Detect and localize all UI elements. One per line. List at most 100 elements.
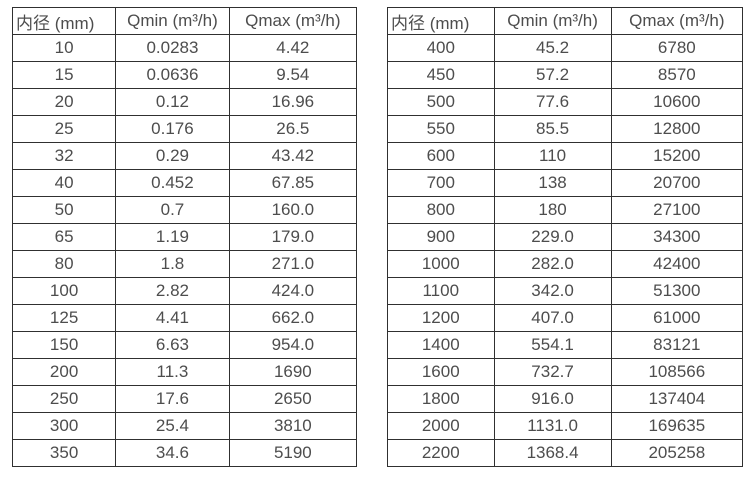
diameter-cell: 600	[387, 142, 495, 170]
diameter-cell: 125	[11, 304, 117, 332]
diameter-cell: 80	[11, 250, 117, 278]
table-row: 1100 342.0 51300	[387, 277, 744, 305]
table-row: 50 0.7 160.0	[11, 196, 358, 224]
qmin-cell: 0.452	[115, 169, 230, 197]
table-row: 300 25.4 3810	[11, 412, 358, 440]
table-row: 25 0.176 26.5	[11, 115, 358, 143]
qmax-cell: 20700	[610, 169, 744, 197]
flow-rate-table-small-diameters: 内径 (mm) Qmin (m³/h) Qmax (m³/h) 10 0.0283…	[11, 7, 358, 467]
table-row: 700 138 20700	[387, 169, 744, 197]
column-header-qmin: Qmin (m³/h)	[115, 7, 230, 35]
qmax-cell: 4.42	[228, 34, 358, 62]
qmin-cell: 2.82	[115, 277, 230, 305]
table-row: 350 34.6 5190	[11, 439, 358, 467]
diameter-cell: 50	[11, 196, 117, 224]
diameter-cell: 200	[11, 358, 117, 386]
qmin-cell: 25.4	[115, 412, 230, 440]
qmax-cell: 137404	[610, 385, 744, 413]
qmin-cell: 0.176	[115, 115, 230, 143]
qmax-cell: 2650	[228, 385, 358, 413]
diameter-cell: 1400	[387, 331, 495, 359]
qmin-cell: 0.0283	[115, 34, 230, 62]
qmax-cell: 9.54	[228, 61, 358, 89]
qmax-cell: 205258	[610, 439, 744, 467]
qmax-cell: 10600	[610, 88, 744, 116]
qmax-cell: 83121	[610, 331, 744, 359]
qmax-cell: 8570	[610, 61, 744, 89]
diameter-cell: 150	[11, 331, 117, 359]
qmin-cell: 1131.0	[493, 412, 612, 440]
diameter-cell: 1600	[387, 358, 495, 386]
qmin-cell: 407.0	[493, 304, 612, 332]
table-row: 500 77.6 10600	[387, 88, 744, 116]
diameter-cell: 15	[11, 61, 117, 89]
qmax-cell: 12800	[610, 115, 744, 143]
diameter-cell: 400	[387, 34, 495, 62]
diameter-cell: 65	[11, 223, 117, 251]
qmin-cell: 282.0	[493, 250, 612, 278]
diameter-cell: 300	[11, 412, 117, 440]
table-row: 125 4.41 662.0	[11, 304, 358, 332]
table-row: 1600 732.7 108566	[387, 358, 744, 386]
qmin-cell: 57.2	[493, 61, 612, 89]
qmax-cell: 42400	[610, 250, 744, 278]
qmin-cell: 85.5	[493, 115, 612, 143]
qmax-cell: 662.0	[228, 304, 358, 332]
qmin-cell: 1368.4	[493, 439, 612, 467]
qmax-cell: 179.0	[228, 223, 358, 251]
qmax-cell: 27100	[610, 196, 744, 224]
qmin-cell: 110	[493, 142, 612, 170]
diameter-cell: 20	[11, 88, 117, 116]
qmax-cell: 43.42	[228, 142, 358, 170]
table-row: 100 2.82 424.0	[11, 277, 358, 305]
table-row: 800 180 27100	[387, 196, 744, 224]
diameter-cell: 2200	[387, 439, 495, 467]
qmin-cell: 0.7	[115, 196, 230, 224]
qmin-cell: 45.2	[493, 34, 612, 62]
qmax-cell: 51300	[610, 277, 744, 305]
qmax-cell: 26.5	[228, 115, 358, 143]
diameter-cell: 2000	[387, 412, 495, 440]
diameter-cell: 1200	[387, 304, 495, 332]
table-row: 600 110 15200	[387, 142, 744, 170]
qmin-cell: 6.63	[115, 331, 230, 359]
qmin-cell: 1.19	[115, 223, 230, 251]
qmax-cell: 6780	[610, 34, 744, 62]
qmin-cell: 138	[493, 169, 612, 197]
qmax-cell: 15200	[610, 142, 744, 170]
table-row: 400 45.2 6780	[387, 34, 744, 62]
table-row: 1400 554.1 83121	[387, 331, 744, 359]
qmin-cell: 11.3	[115, 358, 230, 386]
table-row: 900 229.0 34300	[387, 223, 744, 251]
qmax-cell: 3810	[228, 412, 358, 440]
table-row: 1200 407.0 61000	[387, 304, 744, 332]
qmax-cell: 34300	[610, 223, 744, 251]
table-row: 2200 1368.4 205258	[387, 439, 744, 467]
table-row: 450 57.2 8570	[387, 61, 744, 89]
table-row: 32 0.29 43.42	[11, 142, 358, 170]
column-header-diameter: 内径 (mm)	[387, 7, 495, 35]
diameter-cell: 1000	[387, 250, 495, 278]
table-row: 10 0.0283 4.42	[11, 34, 358, 62]
table-row: 1000 282.0 42400	[387, 250, 744, 278]
table-row: 550 85.5 12800	[387, 115, 744, 143]
qmin-cell: 1.8	[115, 250, 230, 278]
qmin-cell: 0.12	[115, 88, 230, 116]
qmax-cell: 169635	[610, 412, 744, 440]
qmin-cell: 732.7	[493, 358, 612, 386]
table-row: 40 0.452 67.85	[11, 169, 358, 197]
header-row: 内径 (mm) Qmin (m³/h) Qmax (m³/h)	[11, 7, 358, 35]
table-row: 150 6.63 954.0	[11, 331, 358, 359]
qmax-cell: 1690	[228, 358, 358, 386]
table-row: 1800 916.0 137404	[387, 385, 744, 413]
qmin-cell: 229.0	[493, 223, 612, 251]
table-row: 250 17.6 2650	[11, 385, 358, 413]
diameter-cell: 500	[387, 88, 495, 116]
qmin-cell: 0.29	[115, 142, 230, 170]
qmax-cell: 61000	[610, 304, 744, 332]
qmin-cell: 554.1	[493, 331, 612, 359]
qmin-cell: 342.0	[493, 277, 612, 305]
column-header-diameter: 内径 (mm)	[11, 7, 117, 35]
qmin-cell: 4.41	[115, 304, 230, 332]
table-row: 20 0.12 16.96	[11, 88, 358, 116]
